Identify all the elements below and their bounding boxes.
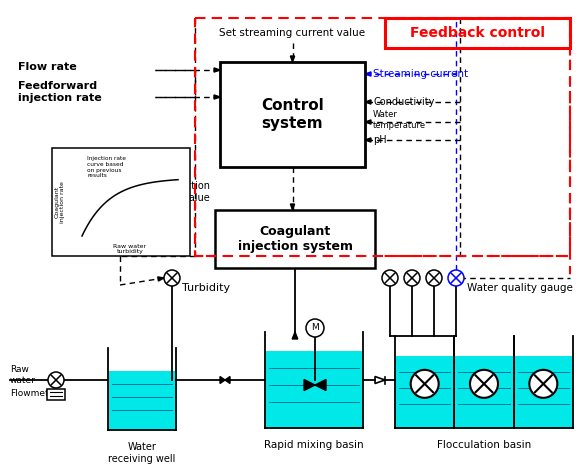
Bar — [108, 371, 176, 430]
Circle shape — [404, 270, 420, 286]
Text: Conductivity: Conductivity — [373, 97, 435, 107]
Polygon shape — [292, 332, 298, 339]
Polygon shape — [214, 95, 220, 99]
Text: Streaming current: Streaming current — [373, 69, 468, 79]
Circle shape — [426, 270, 442, 286]
Text: Rapid mixing basin: Rapid mixing basin — [264, 440, 364, 450]
Circle shape — [382, 270, 398, 286]
Bar — [215, 210, 375, 268]
Text: Feedback control: Feedback control — [410, 26, 545, 40]
Circle shape — [411, 370, 439, 398]
Text: Set injection
rate value: Set injection rate value — [149, 181, 210, 203]
Polygon shape — [365, 120, 371, 124]
Bar — [265, 351, 363, 428]
Text: Flocculation basin: Flocculation basin — [437, 440, 531, 450]
Bar — [195, 18, 570, 256]
Polygon shape — [365, 138, 371, 142]
Circle shape — [48, 372, 64, 388]
Text: Turbidity: Turbidity — [182, 283, 230, 293]
Polygon shape — [290, 56, 295, 62]
Text: Feedforward
injection rate: Feedforward injection rate — [18, 81, 102, 103]
Polygon shape — [290, 204, 295, 210]
Text: pH: pH — [373, 135, 387, 145]
Bar — [52, 148, 190, 256]
Text: Raw
water: Raw water — [10, 365, 36, 385]
Text: Raw water
turbidity: Raw water turbidity — [113, 244, 147, 254]
Bar — [395, 356, 455, 428]
Circle shape — [448, 270, 464, 286]
Polygon shape — [225, 377, 230, 384]
Text: Water
receiving well: Water receiving well — [108, 442, 176, 464]
Bar — [514, 356, 573, 428]
Text: M: M — [311, 323, 319, 333]
Text: Coagulant
injection system: Coagulant injection system — [238, 225, 353, 253]
Text: Coagulant
injection rate: Coagulant injection rate — [54, 181, 66, 223]
Polygon shape — [315, 379, 326, 391]
Polygon shape — [365, 100, 371, 104]
Bar — [455, 356, 514, 428]
Text: Water
temperature: Water temperature — [373, 110, 426, 130]
Circle shape — [470, 370, 498, 398]
Circle shape — [164, 270, 180, 286]
Polygon shape — [365, 72, 371, 76]
Bar — [385, 18, 570, 48]
Text: Water quality gauge: Water quality gauge — [467, 283, 573, 293]
Polygon shape — [304, 379, 315, 391]
Text: Control
system: Control system — [261, 98, 324, 130]
Circle shape — [529, 370, 558, 398]
Circle shape — [306, 319, 324, 337]
Polygon shape — [214, 68, 220, 72]
Text: Set streaming current value: Set streaming current value — [219, 28, 366, 38]
Polygon shape — [220, 377, 225, 384]
Text: Flow rate: Flow rate — [18, 62, 77, 72]
Polygon shape — [158, 277, 164, 281]
Bar — [47, 389, 65, 399]
Bar — [220, 62, 365, 167]
Text: Injection rate
curve based
on previous
results: Injection rate curve based on previous r… — [87, 156, 126, 178]
Text: Flowmeter: Flowmeter — [10, 389, 58, 397]
